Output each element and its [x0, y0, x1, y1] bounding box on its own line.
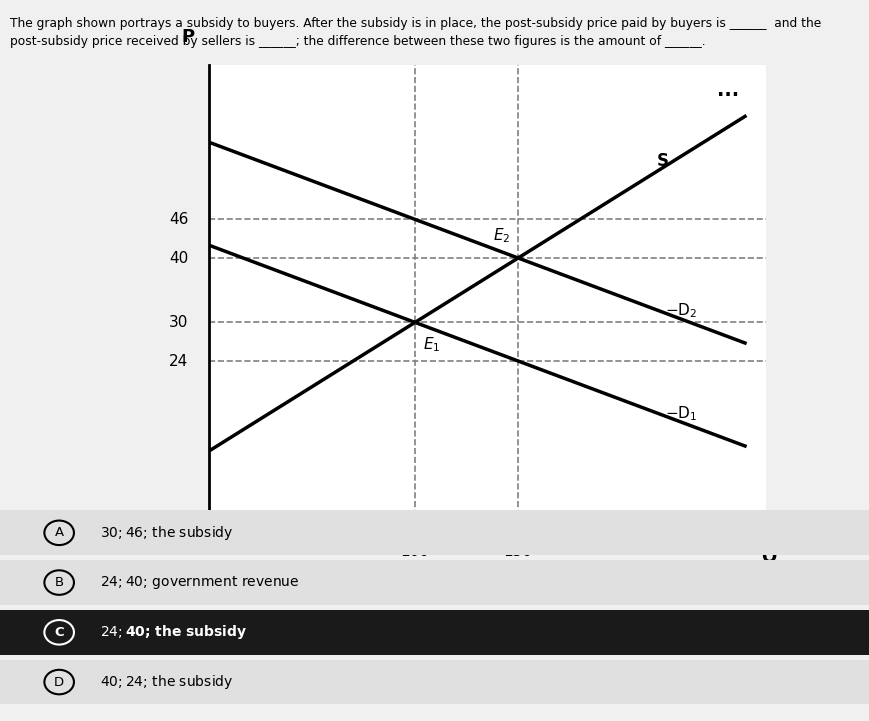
Text: 30: 30 — [169, 315, 188, 330]
Text: 40: 40 — [169, 250, 188, 265]
Text: D: D — [54, 676, 64, 689]
Text: $24; $40; government revenue: $24; $40; government revenue — [100, 574, 299, 591]
Text: Q: Q — [760, 548, 776, 566]
Text: $\mathrm{-D_1}$: $\mathrm{-D_1}$ — [664, 404, 696, 423]
Text: A: A — [55, 526, 63, 539]
Text: B: B — [55, 576, 63, 589]
Text: 24: 24 — [169, 353, 188, 368]
Text: $E_1$: $E_1$ — [423, 335, 440, 354]
Text: S: S — [655, 152, 667, 170]
Text: $30; $46; the subsidy: $30; $46; the subsidy — [100, 524, 233, 541]
Text: $E_2$: $E_2$ — [492, 226, 509, 245]
Text: P: P — [182, 27, 195, 45]
Text: 100: 100 — [400, 544, 429, 559]
Text: post-subsidy price received by sellers is ______; the difference between these t: post-subsidy price received by sellers i… — [10, 35, 706, 48]
Text: C: C — [54, 626, 64, 639]
Text: 150: 150 — [503, 544, 532, 559]
Text: The graph shown portrays a subsidy to buyers. After the subsidy is in place, the: The graph shown portrays a subsidy to bu… — [10, 17, 820, 30]
Text: ...: ... — [717, 81, 739, 100]
Text: $24; $40; the subsidy: $24; $40; the subsidy — [100, 624, 247, 641]
Text: $\mathrm{-D_2}$: $\mathrm{-D_2}$ — [664, 301, 696, 320]
Text: $40; $24; the subsidy: $40; $24; the subsidy — [100, 673, 233, 691]
Text: 46: 46 — [169, 212, 188, 227]
